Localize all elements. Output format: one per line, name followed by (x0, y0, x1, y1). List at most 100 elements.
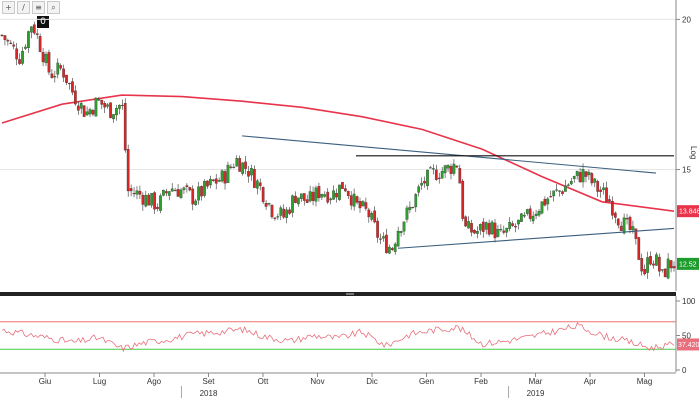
candle-body (417, 186, 421, 193)
trend-line[interactable] (241, 135, 657, 174)
candle-body (379, 238, 382, 240)
candle-body (79, 103, 83, 109)
candle-body (279, 207, 283, 216)
candle-body (449, 166, 453, 174)
candle-body (9, 42, 13, 44)
candle-body (660, 269, 664, 271)
trend-line[interactable] (397, 227, 675, 249)
candle-body (593, 178, 597, 183)
candle-body (59, 65, 63, 69)
candle-body (402, 221, 406, 232)
candle-body (508, 222, 512, 229)
candle-body (361, 201, 365, 207)
candle-body (141, 194, 145, 205)
candle-body (120, 104, 124, 107)
candle-body (35, 33, 39, 35)
candle-body (24, 46, 27, 49)
candle-body (399, 231, 403, 234)
candle-body (578, 172, 582, 183)
candle-body (270, 204, 274, 218)
candle-body (393, 243, 397, 252)
candle-body (643, 269, 647, 275)
candle-body (525, 209, 529, 214)
candle-body (6, 40, 10, 42)
candle-body (27, 31, 30, 49)
candle-body (487, 223, 491, 235)
candle-body (411, 206, 415, 209)
candlestick-layer (0, 21, 676, 280)
candle-body (188, 187, 192, 191)
candle-body (619, 225, 623, 231)
candle-body (191, 188, 195, 205)
time-tick-label: Dic (366, 377, 378, 386)
candle-body (338, 184, 341, 200)
candle-body (282, 208, 286, 218)
candle-body (320, 194, 324, 198)
rsi-tag-box (677, 338, 699, 351)
price-tick-label: 15 (682, 166, 691, 175)
candle-body (106, 104, 109, 107)
candle-body (47, 52, 51, 73)
candle-body (514, 226, 517, 228)
candle-body (317, 186, 321, 199)
candle-body (443, 165, 447, 174)
candle-body (511, 223, 514, 226)
candle-body (229, 166, 233, 168)
candle-body (32, 24, 36, 34)
candle-body (112, 114, 115, 120)
candle-body (622, 217, 626, 234)
candle-body (429, 167, 432, 169)
align-icon[interactable]: ≡ (32, 1, 45, 14)
time-tick-label: Lug (93, 377, 106, 386)
candle-body (452, 163, 456, 174)
time-tick-label: Ott (258, 377, 269, 386)
rsi-line (1, 322, 675, 353)
candle-body (109, 102, 112, 119)
candle-body (561, 191, 564, 194)
candle-body (640, 258, 644, 272)
candle-body (299, 193, 303, 199)
time-tick-label: Nov (310, 377, 324, 386)
candle-body (15, 48, 19, 60)
candle-body (314, 187, 318, 202)
candle-body (346, 191, 350, 197)
candle-body (206, 180, 209, 187)
candle-body (294, 195, 297, 203)
candle-body (613, 212, 617, 218)
candle-body (581, 169, 585, 183)
candle-body (247, 171, 250, 177)
candle-body (505, 227, 509, 233)
price-tick-label: 20 (682, 15, 691, 24)
candle-body (159, 195, 162, 211)
separator-handle[interactable] (346, 293, 354, 295)
candle-body (484, 222, 488, 230)
candle-body (382, 236, 385, 239)
pen-icon[interactable]: / (17, 1, 30, 14)
rsi-tick-label: 50 (682, 332, 691, 341)
candle-body (546, 198, 550, 205)
candle-body (203, 181, 206, 196)
candle-body (355, 196, 359, 203)
candle-body (558, 190, 561, 192)
candle-body (76, 105, 80, 111)
panel-separator[interactable] (0, 292, 676, 296)
candle-body (602, 187, 605, 190)
candle-body (584, 171, 588, 177)
candle-body (599, 189, 602, 192)
zoom-icon[interactable]: ⌕ (47, 1, 60, 14)
candle-body (672, 266, 676, 269)
candle-body (197, 186, 200, 201)
candle-body (150, 193, 154, 206)
candle-body (238, 158, 242, 172)
plus-icon[interactable]: + (2, 1, 15, 14)
candle-body (490, 221, 494, 235)
candle-body (18, 59, 21, 64)
candle-body (311, 191, 315, 201)
candle-body (564, 185, 567, 192)
candle-body (258, 182, 262, 187)
candle-body (408, 206, 412, 210)
candle-body (179, 189, 183, 198)
candle-body (118, 104, 121, 109)
